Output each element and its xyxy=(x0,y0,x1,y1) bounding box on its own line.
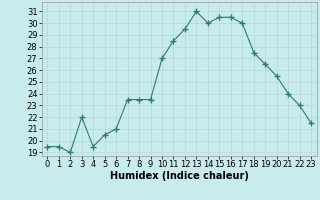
X-axis label: Humidex (Indice chaleur): Humidex (Indice chaleur) xyxy=(110,171,249,181)
